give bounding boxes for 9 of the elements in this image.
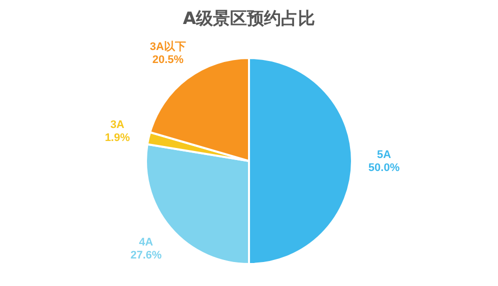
slice-label: 5A bbox=[376, 149, 392, 161]
slice-label: 3A以下 bbox=[150, 40, 186, 54]
slice-label: 4A bbox=[139, 236, 154, 248]
chart-title: A级景区预约占比 bbox=[182, 9, 316, 29]
data-label: 50.0% bbox=[368, 162, 400, 174]
data-label: 27.6% bbox=[130, 249, 162, 262]
data-label: 20.5% bbox=[152, 54, 184, 66]
data-label: 1.9% bbox=[104, 132, 130, 144]
slice-label: 3A bbox=[110, 119, 124, 132]
